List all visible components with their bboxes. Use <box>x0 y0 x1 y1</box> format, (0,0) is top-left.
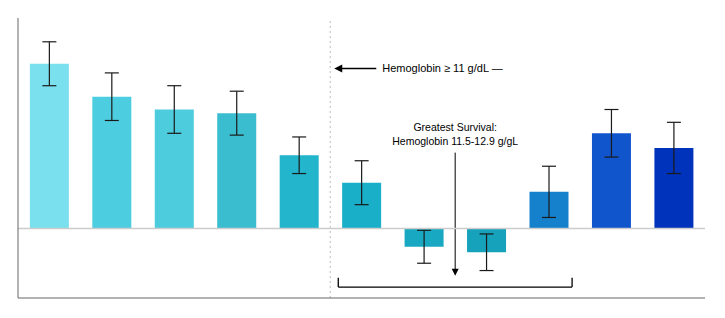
svg-text:Hemoglobin ≥ 11 g/dL —: Hemoglobin ≥ 11 g/dL — <box>382 62 502 74</box>
svg-text:Greatest Survival:Hemoglobin 1: Greatest Survival:Hemoglobin 11.5-12.9 g… <box>392 121 518 147</box>
